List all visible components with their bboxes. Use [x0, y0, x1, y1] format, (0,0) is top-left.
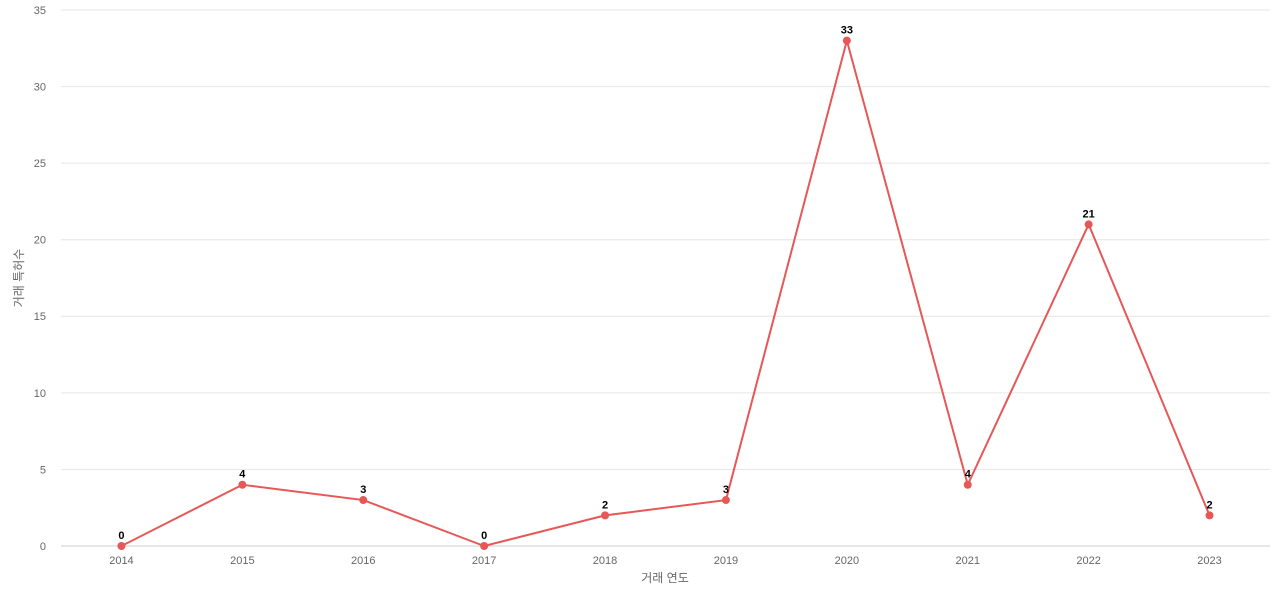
- point: [480, 542, 489, 550]
- y-axis-title: 거래 특허수: [12, 249, 26, 308]
- data-label: 2: [602, 499, 608, 511]
- point: [721, 496, 730, 505]
- x-tick-label: 2017: [472, 555, 496, 567]
- line: [120, 36, 1211, 548]
- data-label: 3: [723, 484, 729, 496]
- x-axis-title: 거래 연도: [641, 571, 689, 585]
- point: [238, 480, 247, 489]
- point: [1205, 511, 1214, 520]
- data-label: 0: [118, 530, 124, 542]
- x-tick-label: 2023: [1197, 555, 1221, 567]
- point: [117, 542, 126, 550]
- x-tick-label: 2020: [835, 555, 859, 567]
- data-label: 21: [1083, 208, 1095, 220]
- y-tick-label: 35: [34, 5, 46, 17]
- point: [1084, 220, 1093, 229]
- data-label: 4: [965, 469, 972, 481]
- data-label: 33: [841, 25, 853, 37]
- point: [359, 496, 368, 505]
- y-tick-label: 30: [34, 81, 46, 93]
- point: [601, 511, 610, 520]
- x-tick-label: 2019: [714, 555, 738, 567]
- y-tick-label: 0: [40, 541, 46, 553]
- x-tick-label: 2015: [230, 555, 254, 567]
- y-tick-label: 15: [34, 311, 46, 323]
- x-tick-label: 2016: [351, 555, 375, 567]
- y-tick-label: 20: [34, 235, 46, 247]
- data-label: 2: [1206, 499, 1212, 511]
- y-tick-label: 25: [34, 158, 46, 170]
- data-label: 4: [239, 469, 246, 481]
- data-label: 3: [360, 484, 366, 496]
- x-tick-label: 2018: [593, 555, 617, 567]
- y-tick-label: 5: [40, 464, 46, 476]
- x-tick-label: 2021: [956, 555, 980, 567]
- point: [842, 36, 851, 45]
- x-tick-label: 2014: [109, 555, 133, 567]
- x-tick-label: 2022: [1076, 555, 1100, 567]
- y-tick-label: 10: [34, 388, 46, 400]
- data-label: 0: [481, 530, 487, 542]
- point: [963, 480, 972, 489]
